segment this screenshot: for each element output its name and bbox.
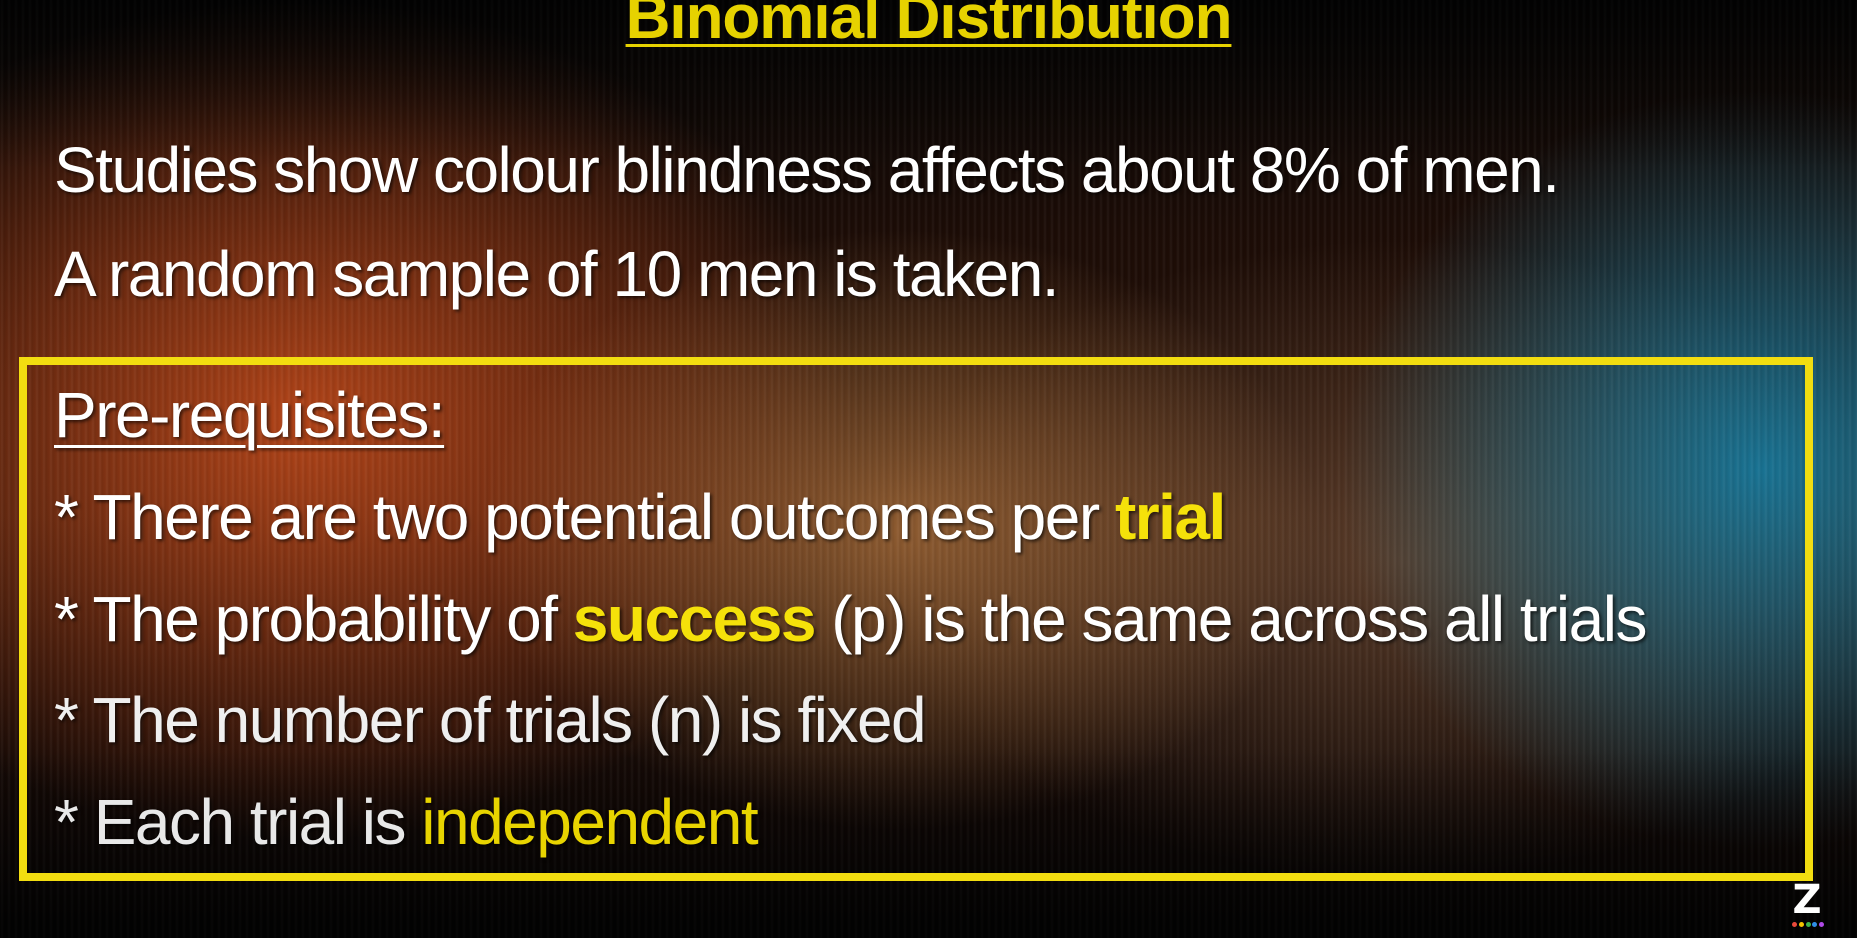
bullet-text: The number of trials (n) is fixed [92,684,927,756]
bullet-text: Each trial is [93,786,422,858]
bullet-marker: * [54,583,79,655]
highlight-success: success [572,583,817,655]
logo-dot [1798,922,1804,927]
logo-dot [1792,922,1797,927]
logo-dots [1792,922,1824,928]
highlight-independent: independent [421,786,758,858]
logo-dot [1819,922,1824,927]
logo-letter: Z [1792,877,1822,923]
prerequisite-bullet-2: * The probability of success (p) is the … [54,583,1647,655]
bullet-text: The probability of [92,583,573,655]
slide-title: Binomial Distribution [625,0,1233,52]
logo-dot [1812,922,1818,927]
prerequisite-bullet-1: * There are two potential outcomes per t… [54,481,1226,553]
prerequisite-bullet-4: * Each trial is independent [54,786,759,858]
logo-dot [1805,922,1811,927]
prerequisite-bullet-3: * The number of trials (n) is fixed [54,684,927,756]
bullet-text-after: (p) is the same across all trials [814,583,1647,655]
intro-line-1: Studies show colour blindness affects ab… [54,134,1560,206]
prerequisites-heading: Pre-requisites: [54,379,446,451]
bullet-text: There are two potential outcomes per [92,481,1115,553]
bullet-marker: * [54,786,79,858]
z-logo-icon: Z [1790,878,1824,928]
bullet-marker: * [54,684,79,756]
intro-line-2: A random sample of 10 men is taken. [54,238,1060,310]
bullet-marker: * [54,481,79,553]
prerequisites-box [19,357,1813,881]
highlight-trial: trial [1114,481,1226,553]
